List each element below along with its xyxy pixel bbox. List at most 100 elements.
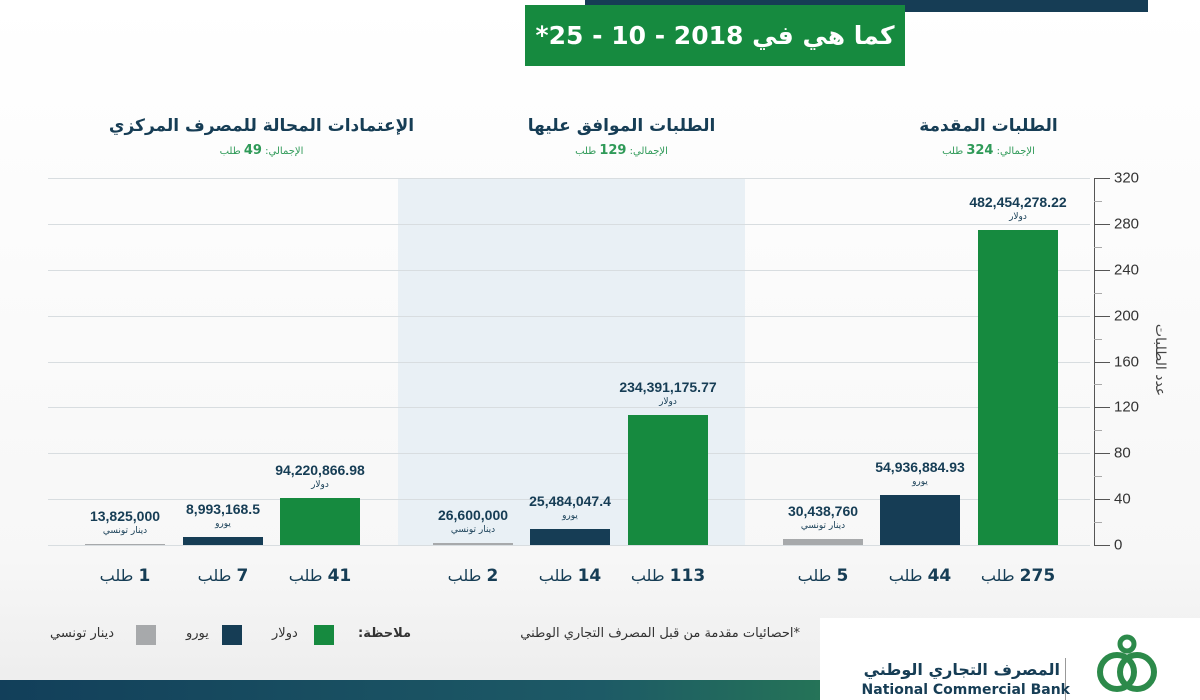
bar-count-label: 5 طلب (773, 566, 873, 586)
y-tick-label: 160 (1114, 353, 1140, 370)
y-minor-tick (1094, 246, 1102, 248)
count-value: 41 (327, 566, 352, 586)
ncb-logo-icon (1097, 634, 1157, 692)
total-value: 324 (966, 143, 994, 158)
panel-total: الإجمالي: 129 طلب (452, 143, 792, 158)
source-note: *احصائيات مقدمة من قبل المصرف التجاري ال… (520, 626, 800, 641)
legend-label-dinar: دينار تونسي (50, 626, 115, 641)
bar-currency-label: دولار (659, 397, 677, 408)
count-unit: طلب (447, 566, 482, 585)
y-tick-label: 240 (1114, 261, 1140, 279)
legend-title: ملاحظة: (358, 626, 412, 641)
bar-currency-label: دينار تونسي (450, 524, 496, 535)
bar-dinar (85, 543, 165, 545)
bar-count-label: 44 طلب (870, 566, 970, 586)
y-minor-tick (1094, 430, 1102, 432)
gridline (48, 361, 1090, 363)
count-value: 2 (486, 566, 499, 586)
bar-amount-label: 94,220,866.98 (275, 461, 365, 478)
y-tick-label: 40 (1114, 490, 1131, 508)
y-tick-label: 120 (1114, 398, 1140, 416)
y-tick-label: 320 (1114, 169, 1140, 187)
panel-title: الإعتمادات المحالة للمصرف المركزي (108, 116, 415, 136)
bar-dollar (978, 229, 1058, 545)
legend-swatch-dinar (136, 625, 156, 645)
bar-amount-label: 234,391,175.77 (619, 379, 717, 396)
count-value: 1 (138, 566, 151, 586)
bar-currency-label: دولار (311, 479, 329, 490)
bar-amount-label: 482,454,278.22 (969, 193, 1067, 210)
count-unit: طلب (888, 566, 923, 585)
bar-dollar (628, 415, 708, 545)
gridline (48, 545, 1090, 546)
total-label: الإجمالي: (265, 146, 304, 157)
panel-title: الطلبات المقدمة (919, 116, 1058, 136)
y-tick-label: 200 (1114, 307, 1140, 325)
bar-currency-label: يورو (215, 518, 231, 529)
bar-count-label: 14 طلب (520, 566, 620, 586)
count-unit: طلب (630, 566, 665, 585)
y-minor-tick (1094, 338, 1102, 340)
count-value: 7 (236, 566, 249, 586)
panel-total: الإجمالي: 49 طلب (92, 143, 432, 158)
total-value: 49 (243, 143, 262, 158)
gridline (48, 499, 1090, 501)
y-tick (1094, 178, 1110, 179)
y-tick-label: 80 (1114, 444, 1131, 462)
count-unit: طلب (980, 566, 1015, 585)
bar-currency-label: يورو (562, 510, 578, 521)
bar-amount-label: 13,825,000 (89, 507, 161, 524)
count-unit: طلب (288, 566, 323, 585)
count-value: 44 (927, 566, 952, 586)
bar-dinar (783, 539, 863, 545)
gridline (48, 223, 1090, 225)
bar-amount-label: 8,993,168.5 (186, 500, 260, 517)
bar-count-label: 41 طلب (270, 566, 370, 586)
y-tick (1094, 545, 1110, 546)
logo-separator (1065, 658, 1066, 700)
y-tick-label: 280 (1114, 215, 1140, 233)
bar-count-label: 1 طلب (75, 566, 175, 586)
bar-amount-label: 54,936,884.93 (875, 458, 965, 475)
y-tick-label: 0 (1114, 536, 1123, 554)
bar-currency-label: دينار تونسي (102, 525, 148, 536)
gridline (48, 269, 1090, 271)
y-minor-tick (1094, 292, 1102, 294)
y-minor-tick (1094, 476, 1102, 478)
legend-label-euro: يورو (186, 626, 209, 641)
y-tick (1094, 315, 1110, 317)
panel-total: الإجمالي: 324 طلب (819, 143, 1159, 158)
gridline (48, 407, 1090, 409)
bar-dinar (433, 542, 513, 545)
bar-count-label: 113 طلب (618, 566, 718, 586)
total-value: 129 (599, 143, 627, 158)
bar-euro (880, 494, 960, 545)
legend-swatch-dollar (314, 625, 334, 645)
total-unit: طلب (942, 146, 964, 157)
bar-currency-label: يورو (912, 476, 928, 487)
y-minor-tick (1094, 200, 1102, 202)
gridline (48, 178, 1090, 179)
count-unit: طلب (99, 566, 134, 585)
total-unit: طلب (575, 146, 597, 157)
bar-dollar (280, 497, 360, 545)
bar-count-label: 275 طلب (968, 566, 1068, 586)
count-unit: طلب (538, 566, 573, 585)
bar-currency-label: دينار تونسي (800, 521, 846, 532)
y-minor-tick (1094, 384, 1102, 386)
bar-amount-label: 30,438,760 (787, 503, 859, 520)
bar-amount-label: 26,600,000 (437, 506, 509, 523)
y-tick (1094, 407, 1110, 409)
gridline (48, 315, 1090, 317)
total-label: الإجمالي: (629, 146, 668, 157)
y-tick (1094, 269, 1110, 271)
total-label: الإجمالي: (996, 146, 1035, 157)
logo-arabic-name: المصرف التجاري الوطني (863, 660, 1060, 679)
legend-swatch-euro (222, 625, 242, 645)
panel-title: الطلبات الموافق عليها (527, 116, 716, 136)
count-value: 14 (577, 566, 602, 586)
y-tick (1094, 361, 1110, 363)
bar-currency-label: دولار (1009, 211, 1027, 222)
y-tick (1094, 499, 1110, 501)
logo-english-name: National Commercial Bank (861, 682, 1070, 698)
